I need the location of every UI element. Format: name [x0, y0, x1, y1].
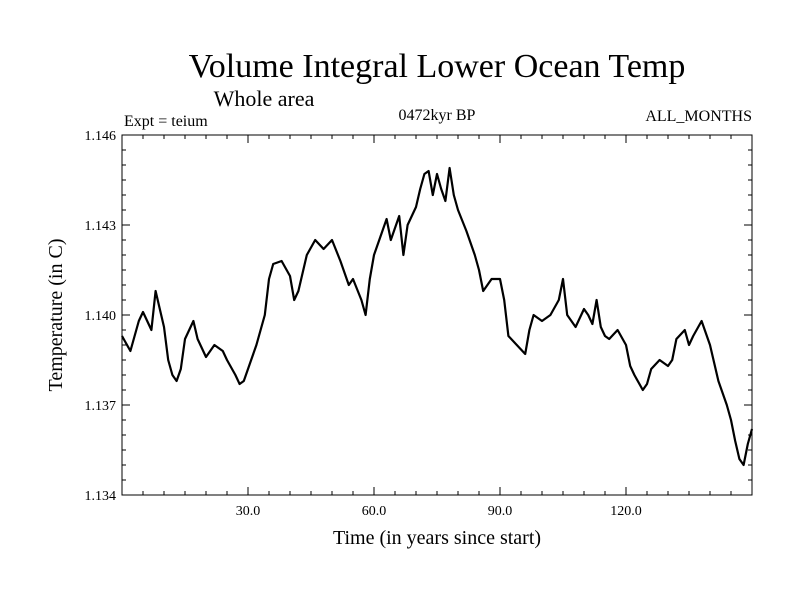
- y-tick-label: 1.134: [85, 489, 117, 504]
- experiment-label: Expt = teium: [124, 113, 208, 130]
- plot-frame: [121, 134, 753, 496]
- y-tick-label: 1.146: [85, 129, 117, 144]
- x-axis-ticks: 30.0 60.0 90.0 120.0: [142, 135, 732, 519]
- months-label: ALL_MONTHS: [645, 108, 752, 125]
- x-tick-label: 90.0: [488, 504, 513, 519]
- temperature-series-line: [121, 166, 754, 467]
- chart-subtitle: Whole area: [214, 86, 315, 111]
- x-tick-label: 60.0: [362, 504, 387, 519]
- y-tick-label: 1.140: [85, 309, 117, 324]
- period-label: 0472kyr BP: [399, 107, 476, 124]
- chart-title: Volume Integral Lower Ocean Temp: [189, 48, 686, 85]
- y-tick-label: 1.143: [85, 219, 117, 234]
- x-tick-label: 30.0: [236, 504, 261, 519]
- y-axis-ticks: 1.134 1.137 1.140 1.143 1.146: [85, 129, 752, 504]
- y-tick-label: 1.137: [85, 399, 117, 414]
- x-tick-label: 120.0: [610, 504, 642, 519]
- x-axis-label: Time (in years since start): [333, 527, 541, 549]
- y-axis-label: Temperature (in C): [45, 239, 67, 392]
